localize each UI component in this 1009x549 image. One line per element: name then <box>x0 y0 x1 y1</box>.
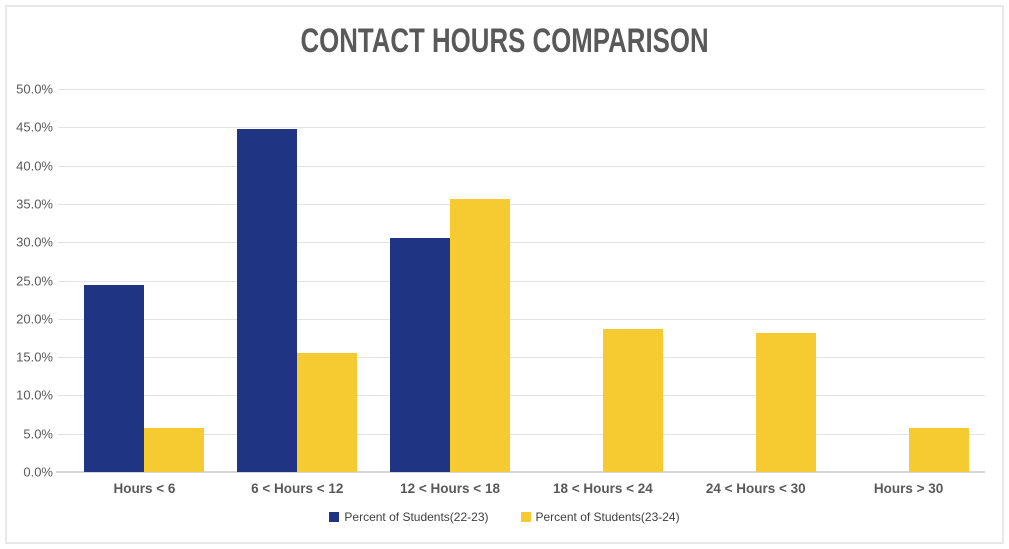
y-tick-mark <box>58 165 68 167</box>
y-tick-label: 15.0% <box>16 349 53 365</box>
bar-series-1 <box>144 427 205 472</box>
y-tick-label: 20.0% <box>16 311 53 327</box>
y-tick-label: 30.0% <box>16 234 53 250</box>
gridline <box>68 433 985 435</box>
gridline <box>68 357 985 359</box>
y-tick-mark <box>58 395 68 397</box>
x-category-label: 6 < Hours < 12 <box>251 481 344 496</box>
bar-series-1 <box>602 328 663 472</box>
y-tick-mark <box>58 318 68 320</box>
gridline <box>68 395 985 397</box>
bar-series-1 <box>908 427 969 472</box>
bar-series-0 <box>84 285 145 472</box>
y-tick-label: 40.0% <box>16 158 53 174</box>
y-tick-mark <box>58 357 68 359</box>
y-tick-label: 25.0% <box>16 273 53 288</box>
x-category-label: 24 < Hours < 30 <box>705 481 806 496</box>
y-tick-label: 5.0% <box>23 426 53 442</box>
x-axis-line <box>56 471 985 473</box>
bar-group <box>374 89 527 472</box>
x-category-label: Hours > 30 <box>873 481 944 496</box>
gridline <box>68 127 985 129</box>
y-tick-label: 45.0% <box>16 119 53 135</box>
y-tick-mark <box>58 280 68 282</box>
x-category-label: 18 < Hours < 24 <box>552 481 653 496</box>
chart-title: CONTACT HOURS COMPARISON <box>300 22 709 60</box>
legend-marker-icon <box>520 512 531 522</box>
y-tick-mark <box>58 203 68 205</box>
gridline <box>68 89 985 90</box>
bar-series-1 <box>755 333 816 472</box>
bar-series-0 <box>237 128 298 472</box>
bar-group <box>832 89 985 472</box>
legend-marker-icon <box>329 512 340 522</box>
legend-label: Percent of Students(22-23) <box>344 510 489 524</box>
y-tick-mark <box>58 127 68 129</box>
x-axis-labels: Hours < 6 6 < Hours < 12 12 < Hours < 18 18… <box>68 481 985 496</box>
y-tick-mark <box>58 433 68 435</box>
gridline <box>68 318 985 320</box>
bar-series-0 <box>390 238 451 472</box>
y-tick-label: 10.0% <box>16 387 53 403</box>
bar-group <box>679 89 832 472</box>
bar-group <box>221 89 374 472</box>
bar-series-1 <box>450 199 511 472</box>
y-tick-label: 35.0% <box>16 196 53 212</box>
gridline <box>68 203 985 205</box>
y-tick-mark <box>58 242 68 244</box>
legend-label: Percent of Students(23-24) <box>535 510 680 524</box>
x-category-label: 12 < Hours < 18 <box>400 481 500 496</box>
chart-title-area: CONTACT HOURS COMPARISON <box>0 22 1009 61</box>
y-tick-mark <box>58 89 68 90</box>
y-tick-label: 0.0% <box>23 464 53 480</box>
gridline <box>68 280 985 282</box>
legend-item-1: Percent of Students(23-24) <box>520 510 680 524</box>
plot-area: 50.0% 45.0% 40.0% 35.0% 30.0% 25.0% 20.0% 15.0%… <box>16 82 985 480</box>
x-category-label: Hours < 6 <box>113 481 176 496</box>
bar-group <box>68 89 221 472</box>
legend-item-0: Percent of Students(22-23) <box>329 510 489 524</box>
gridline <box>68 242 985 244</box>
bar-series-1 <box>297 353 358 472</box>
bar-group <box>527 89 680 472</box>
legend: Percent of Students(22-23) Percent of Stu… <box>0 510 1009 524</box>
gridline <box>68 165 985 167</box>
y-tick-label: 50.0% <box>16 81 53 97</box>
